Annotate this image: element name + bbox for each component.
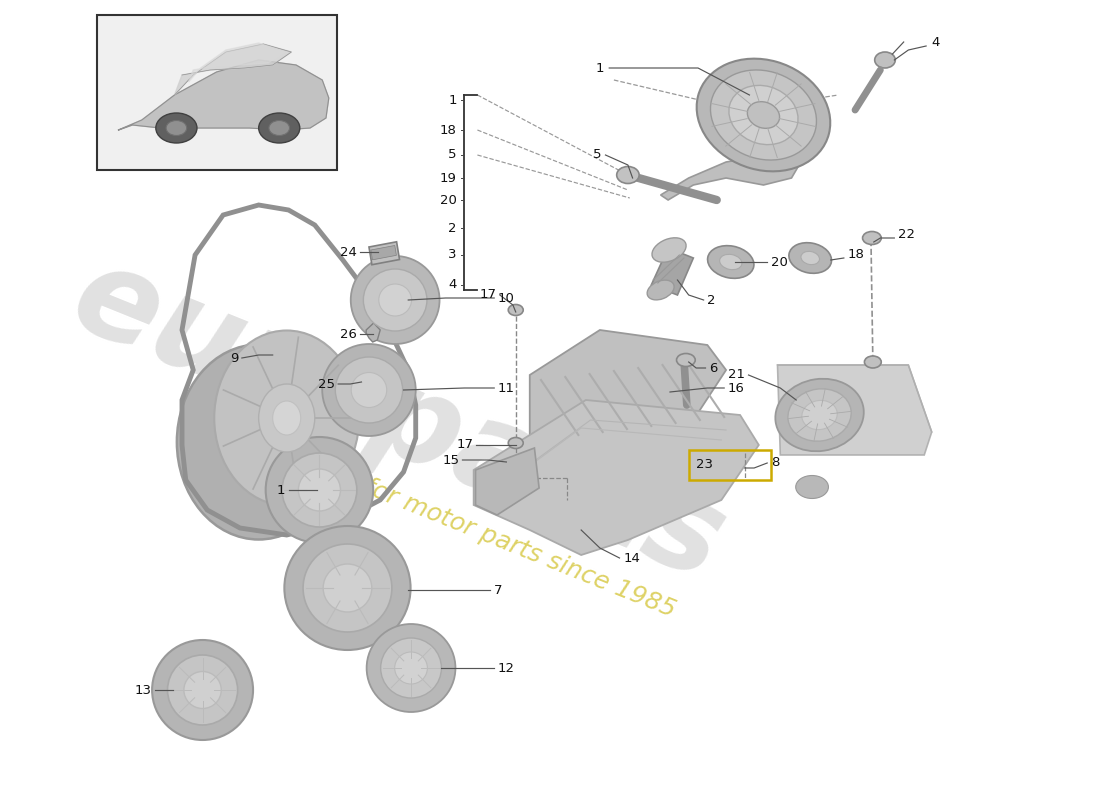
Polygon shape (344, 372, 389, 398)
Ellipse shape (508, 305, 524, 315)
Ellipse shape (696, 58, 830, 171)
Text: 5: 5 (593, 149, 602, 162)
Text: europarts: europarts (56, 234, 741, 606)
Ellipse shape (177, 345, 341, 539)
Text: 1: 1 (276, 483, 285, 497)
Text: 20: 20 (771, 255, 788, 269)
Ellipse shape (268, 121, 289, 135)
Ellipse shape (711, 70, 816, 160)
Text: 13: 13 (134, 683, 151, 697)
Ellipse shape (322, 344, 416, 436)
Text: 6: 6 (710, 362, 717, 374)
Text: 1: 1 (596, 62, 605, 74)
Ellipse shape (617, 166, 639, 183)
Text: 8: 8 (771, 457, 779, 470)
Text: 16: 16 (728, 382, 745, 394)
Ellipse shape (298, 469, 341, 511)
Polygon shape (661, 155, 801, 200)
Text: 4: 4 (932, 35, 940, 49)
Text: 2: 2 (707, 294, 716, 306)
Ellipse shape (167, 655, 238, 725)
Ellipse shape (156, 113, 197, 143)
Ellipse shape (802, 400, 837, 430)
Ellipse shape (258, 384, 315, 452)
Text: 18: 18 (848, 249, 865, 262)
Text: 14: 14 (624, 551, 640, 565)
Ellipse shape (152, 640, 253, 740)
Ellipse shape (166, 121, 187, 135)
Text: 18: 18 (440, 123, 456, 137)
Ellipse shape (508, 438, 524, 449)
Text: a place for motor parts since 1985: a place for motor parts since 1985 (268, 438, 679, 622)
Polygon shape (530, 330, 726, 450)
Ellipse shape (282, 453, 356, 527)
Ellipse shape (676, 354, 695, 366)
Ellipse shape (795, 475, 828, 498)
Polygon shape (175, 44, 292, 95)
Ellipse shape (258, 113, 300, 143)
Polygon shape (778, 365, 932, 455)
Ellipse shape (747, 102, 780, 128)
Ellipse shape (729, 86, 798, 145)
Ellipse shape (363, 269, 427, 331)
Text: 19: 19 (440, 171, 456, 185)
Ellipse shape (266, 437, 373, 543)
Ellipse shape (801, 251, 820, 265)
Polygon shape (354, 376, 378, 388)
Text: 17: 17 (480, 289, 497, 302)
Ellipse shape (776, 378, 864, 451)
Polygon shape (119, 60, 329, 130)
Ellipse shape (395, 652, 428, 684)
Text: 24: 24 (340, 246, 356, 258)
Text: 3: 3 (449, 249, 456, 262)
Ellipse shape (381, 638, 441, 698)
Polygon shape (366, 323, 381, 342)
Text: 26: 26 (340, 327, 356, 341)
Polygon shape (188, 43, 285, 82)
Ellipse shape (184, 671, 221, 709)
Ellipse shape (865, 356, 881, 368)
Text: 9: 9 (230, 351, 238, 365)
Text: 22: 22 (898, 229, 915, 242)
Text: 7: 7 (494, 583, 503, 597)
Text: 12: 12 (498, 662, 515, 674)
Ellipse shape (862, 231, 881, 245)
Text: 4: 4 (449, 278, 456, 291)
Ellipse shape (351, 256, 440, 344)
Ellipse shape (336, 357, 403, 423)
Ellipse shape (378, 284, 411, 316)
Ellipse shape (789, 242, 832, 274)
Text: 23: 23 (696, 458, 713, 471)
Bar (689, 450, 771, 480)
Text: 21: 21 (728, 369, 745, 382)
Bar (368, 242, 399, 265)
Ellipse shape (304, 544, 392, 632)
Text: 2: 2 (449, 222, 456, 234)
Bar (97, 15, 338, 170)
Polygon shape (651, 248, 693, 295)
Text: 25: 25 (318, 378, 336, 390)
Ellipse shape (788, 389, 851, 441)
Text: 1: 1 (449, 94, 456, 106)
Ellipse shape (647, 280, 674, 300)
Ellipse shape (273, 401, 300, 435)
Ellipse shape (214, 330, 360, 506)
Polygon shape (474, 400, 759, 555)
Ellipse shape (874, 52, 895, 68)
Text: 10: 10 (498, 291, 515, 305)
Ellipse shape (285, 526, 410, 650)
Ellipse shape (323, 564, 372, 612)
Ellipse shape (707, 246, 754, 278)
Bar (371, 246, 396, 260)
Text: 11: 11 (498, 382, 515, 394)
Text: 15: 15 (442, 454, 460, 466)
Text: 5: 5 (449, 149, 456, 162)
Ellipse shape (351, 373, 387, 407)
Text: 20: 20 (440, 194, 456, 206)
Ellipse shape (652, 238, 686, 262)
Polygon shape (475, 448, 539, 515)
Ellipse shape (366, 624, 455, 712)
Text: 17: 17 (456, 438, 474, 451)
Ellipse shape (719, 254, 741, 270)
